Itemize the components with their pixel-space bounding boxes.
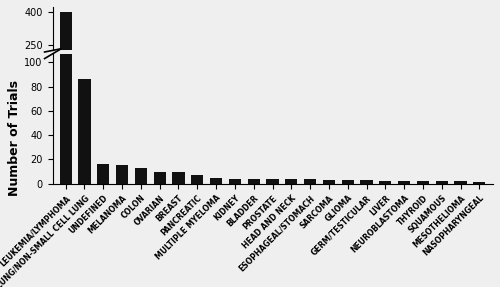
- Bar: [172, 172, 184, 184]
- Text: Number of Trials: Number of Trials: [8, 80, 20, 196]
- Bar: [454, 181, 466, 184]
- Bar: [323, 180, 335, 184]
- Bar: [304, 179, 316, 184]
- Bar: [191, 175, 203, 184]
- Bar: [379, 181, 392, 184]
- Bar: [154, 172, 166, 184]
- Bar: [135, 168, 147, 184]
- Bar: [266, 179, 278, 184]
- Bar: [116, 97, 128, 100]
- Bar: [97, 97, 110, 100]
- Bar: [473, 183, 486, 184]
- Bar: [436, 181, 448, 184]
- Bar: [60, 0, 72, 184]
- Bar: [248, 179, 260, 184]
- Bar: [398, 181, 410, 184]
- Bar: [210, 99, 222, 100]
- Bar: [135, 98, 147, 100]
- Bar: [78, 79, 90, 184]
- Bar: [78, 81, 90, 100]
- Bar: [342, 180, 354, 184]
- Bar: [210, 178, 222, 184]
- Bar: [191, 99, 203, 100]
- Bar: [116, 166, 128, 184]
- Bar: [417, 181, 429, 184]
- Bar: [360, 180, 372, 184]
- Bar: [172, 98, 184, 100]
- Bar: [154, 98, 166, 100]
- Bar: [60, 11, 72, 100]
- Bar: [229, 179, 241, 184]
- Bar: [285, 179, 298, 184]
- Bar: [97, 164, 110, 184]
